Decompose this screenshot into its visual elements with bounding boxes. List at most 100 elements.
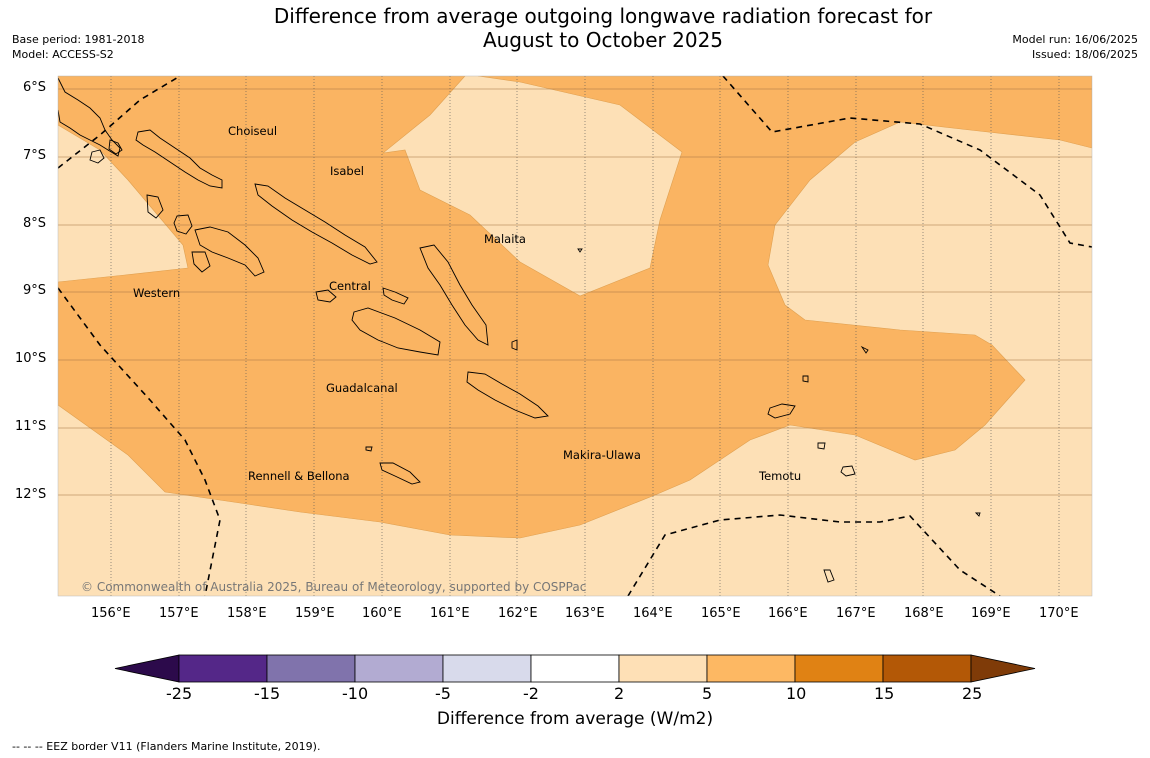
colorbar-segment xyxy=(618,654,708,683)
region-label-choiseul: Choiseul xyxy=(228,124,278,138)
vella-lavella-outline xyxy=(146,194,164,219)
eez-border-south-west xyxy=(58,287,221,596)
vanikoro-outline xyxy=(840,465,856,477)
title-line-1: Difference from average outgoing longwav… xyxy=(273,4,933,28)
lon-label-164e: 164°E xyxy=(633,606,673,621)
lon-label-169e: 169°E xyxy=(971,606,1011,621)
region-label-makira-ulawa: Makira-Ulawa xyxy=(563,448,641,462)
kolombangara-outline xyxy=(173,214,193,235)
colorbar-ticks: -25 -15 -10 -5 -2 2 5 10 15 25 xyxy=(0,684,1150,704)
colorbar-tick-label: 10 xyxy=(786,684,807,703)
colorbar-tick-label: -10 xyxy=(342,684,369,703)
isabel-outline xyxy=(254,183,378,265)
title-line-2: August to October 2025 xyxy=(482,28,724,52)
lat-label-9s: 9°S xyxy=(23,283,47,298)
colorbar-tick-label: 15 xyxy=(874,684,895,703)
makira-outline xyxy=(466,371,549,419)
buka-outline xyxy=(89,149,105,164)
lon-label-160e: 160°E xyxy=(362,606,402,621)
choiseul-outline xyxy=(135,129,223,189)
colorbar-segment xyxy=(266,654,356,683)
lon-label-162e: 162°E xyxy=(498,606,538,621)
nendo-outline xyxy=(767,403,796,419)
new-georgia-outline xyxy=(194,226,265,277)
lon-label-166e: 166°E xyxy=(768,606,808,621)
lon-label-157e: 157°E xyxy=(159,606,199,621)
tikopia-outline xyxy=(823,569,835,583)
russell-islands-outline xyxy=(382,287,409,305)
utupua-outline xyxy=(817,442,826,450)
colorbar-segment xyxy=(794,654,884,683)
rennell-outline xyxy=(379,462,421,485)
lon-label-156e: 156°E xyxy=(91,606,131,621)
eez-borders xyxy=(58,76,1092,596)
map-frame xyxy=(57,75,1093,597)
lat-label-6s: 6°S xyxy=(23,80,47,95)
colorbar-extend-low xyxy=(114,654,180,683)
region-label-guadalcanal: Guadalcanal xyxy=(326,381,398,395)
lon-label-167e: 167°E xyxy=(836,606,876,621)
colorbar-tick-label: -5 xyxy=(435,684,451,703)
colorbar xyxy=(114,654,1036,683)
anomaly-band-5-10 xyxy=(58,76,1092,539)
gridlines xyxy=(58,76,1092,596)
eez-border-north xyxy=(722,76,1092,248)
lat-label-10s: 10°S xyxy=(15,351,47,366)
lon-label-163e: 163°E xyxy=(565,606,605,621)
region-label-central: Central xyxy=(329,279,371,293)
lon-label-158e: 158°E xyxy=(227,606,267,621)
guadalcanal-outline xyxy=(351,307,441,356)
sikaiana-outline xyxy=(577,248,583,253)
eez-footnote: -- -- -- EEZ border V11 (Flanders Marine… xyxy=(12,740,321,753)
colorbar-segment xyxy=(442,654,532,683)
region-label-rennell-bellona: Rennell & Bellona xyxy=(248,469,350,483)
lon-label-159e: 159°E xyxy=(295,606,335,621)
rendova-outline xyxy=(191,251,211,273)
malaita-outline xyxy=(419,244,489,346)
small-malaita-outline xyxy=(511,339,518,351)
colorbar-tick-label: -2 xyxy=(523,684,539,703)
anuta-outline xyxy=(974,512,981,517)
colorbar-extend-high xyxy=(970,654,1036,683)
model-run: Model run: 16/06/2025 xyxy=(1012,33,1138,46)
map-area xyxy=(58,76,1092,596)
lon-label-170e: 170°E xyxy=(1039,606,1079,621)
lon-label-165e: 165°E xyxy=(701,606,741,621)
region-label-isabel: Isabel xyxy=(330,164,365,178)
eez-border-south-east xyxy=(627,514,1001,596)
lat-label-11s: 11°S xyxy=(15,419,47,434)
colorbar-tick-label: 25 xyxy=(962,684,983,703)
lat-label-12s: 12°S xyxy=(15,487,47,502)
eez-border-north-west xyxy=(58,76,181,169)
colorbar-tick-label: -15 xyxy=(254,684,281,703)
duff-islands-outline xyxy=(860,345,869,354)
colorbar-segment xyxy=(354,654,444,683)
base-period: Base period: 1981-2018 xyxy=(12,33,145,46)
colorbar-title: Difference from average (W/m2) xyxy=(436,709,714,729)
island-outlines xyxy=(58,77,981,583)
meta-right: Model run: 16/06/2025 Issued: 18/06/2025 xyxy=(1012,32,1138,62)
region-label-malaita: Malaita xyxy=(484,232,526,246)
region-label-temotu: Temotu xyxy=(759,469,802,483)
colorbar-segment xyxy=(530,654,620,683)
issued-date: Issued: 18/06/2025 xyxy=(1031,48,1138,61)
bellona-outline xyxy=(365,446,373,452)
lon-label-168e: 168°E xyxy=(904,606,944,621)
colorbar-tick-label: 2 xyxy=(614,684,625,703)
lat-label-7s: 7°S xyxy=(23,148,47,163)
model-name: Model: ACCESS-S2 xyxy=(12,48,114,61)
lon-label-161e: 161°E xyxy=(430,606,470,621)
copyright-text: © Commonwealth of Australia 2025, Bureau… xyxy=(81,580,587,594)
lat-label-8s: 8°S xyxy=(23,216,47,231)
colorbar-segment xyxy=(882,654,972,683)
colorbar-tick-label: -25 xyxy=(166,684,193,703)
florida-islands-outline xyxy=(315,289,337,303)
shortland-outline xyxy=(108,139,123,155)
colorbar-segment xyxy=(706,654,796,683)
reef-islands-outline xyxy=(802,375,809,383)
colorbar-segment xyxy=(178,654,268,683)
meta-left: Base period: 1981-2018 Model: ACCESS-S2 xyxy=(12,32,144,62)
colorbar-tick-label: 5 xyxy=(702,684,713,703)
chart-title: Difference from average outgoing longwav… xyxy=(200,4,1006,52)
